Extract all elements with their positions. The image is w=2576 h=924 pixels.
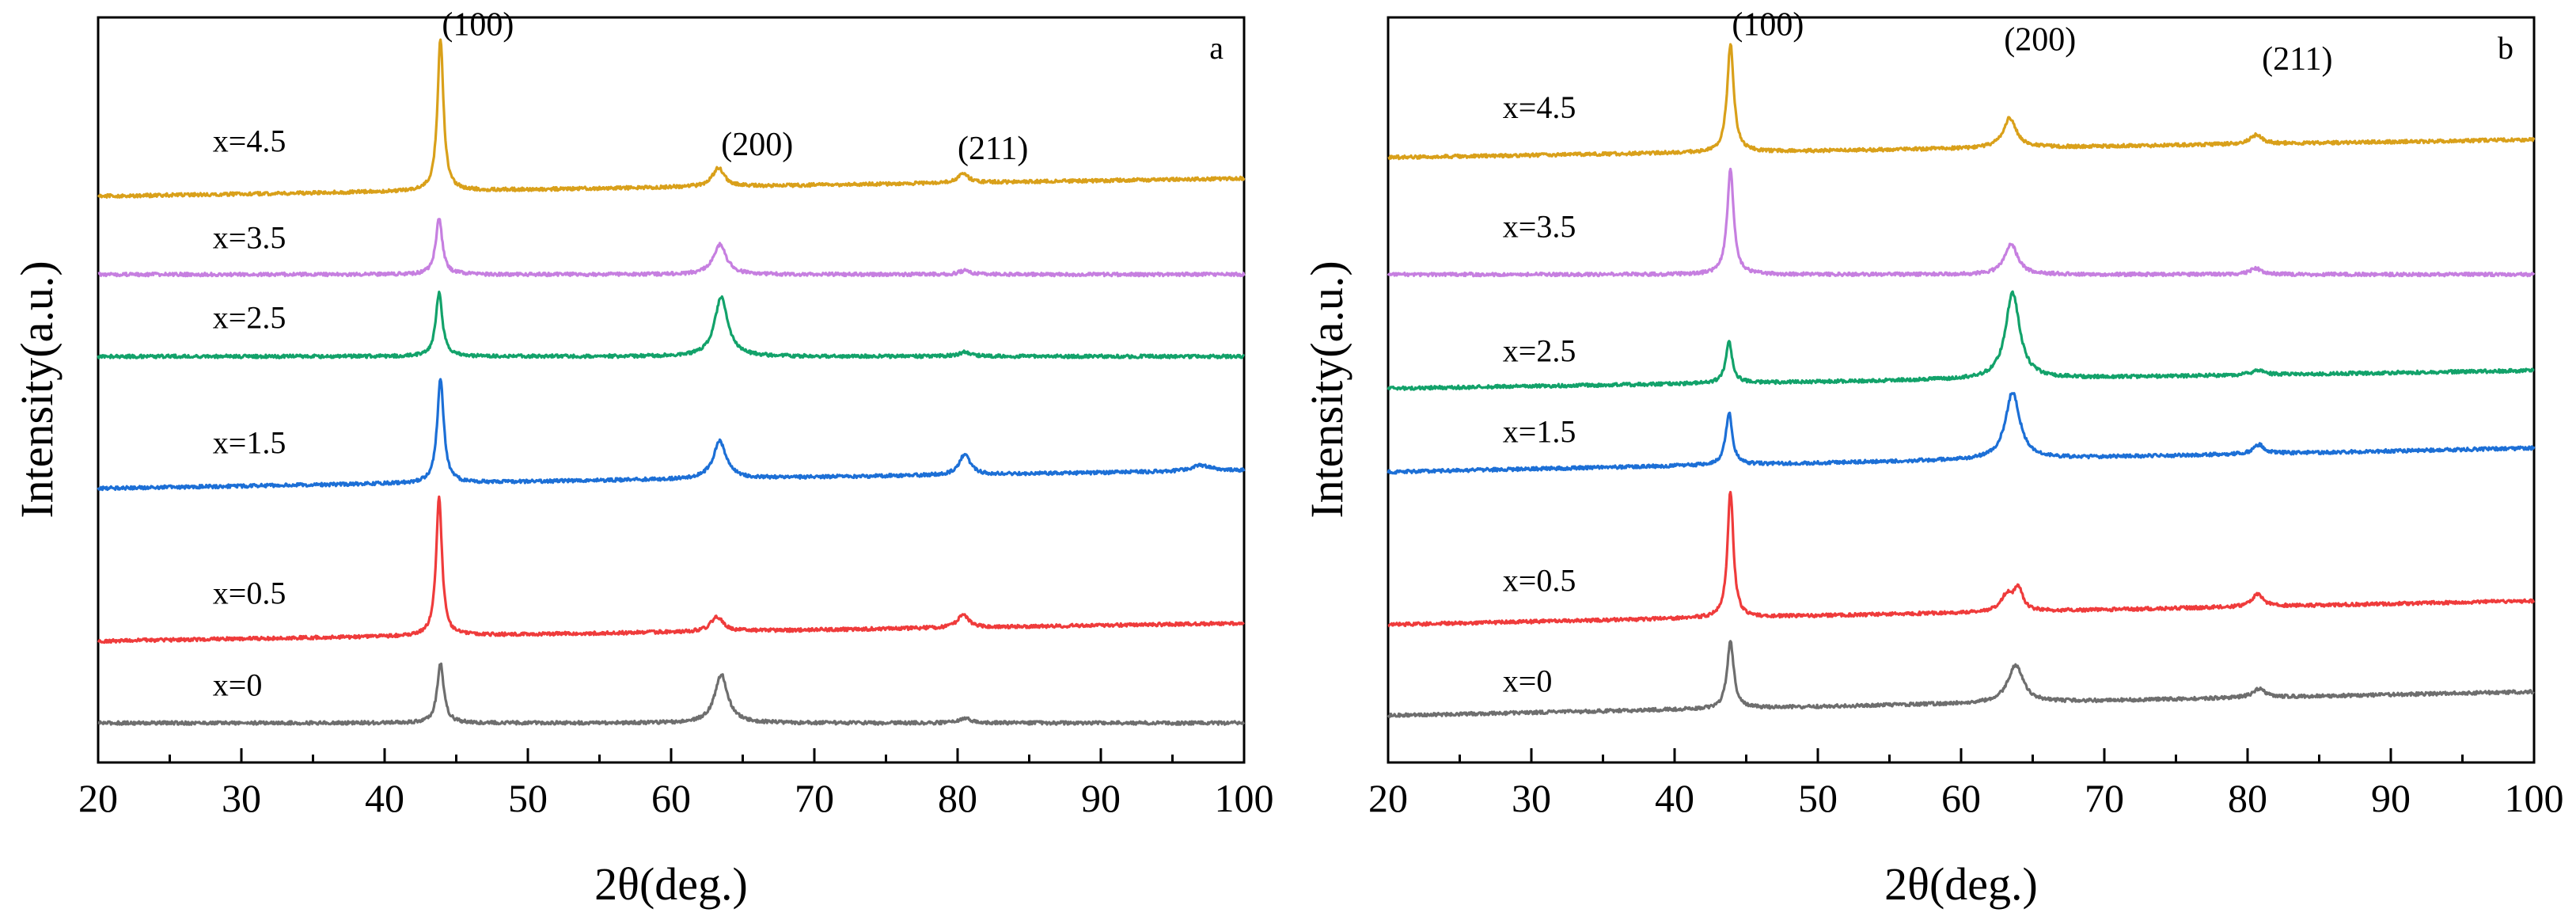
panel-b-x-tick-label-1: 20 <box>1368 776 1408 820</box>
panel-a-peak-label-1: (100) <box>442 7 514 44</box>
panel-a-peak-label-3: (211) <box>958 131 1028 167</box>
panel-a-series-line-5 <box>97 218 1246 278</box>
panel-a-x-ticks: 20 30 40 50 60 70 80 90 100 <box>78 748 1274 820</box>
panel-b-peak-label-1: (100) <box>1732 7 1804 44</box>
panel-b-peak-label-2: (200) <box>2004 21 2076 58</box>
panel-a-x-tick-label-6: 70 <box>795 776 834 820</box>
panel-b-series-label-3: x=1.5 <box>1503 413 1576 449</box>
panel-b-curve-labels: x=0 x=0.5 x=1.5 x=2.5 x=3.5 x=4.5 <box>1503 89 1576 699</box>
panel-a-series-line-6 <box>97 38 1246 199</box>
panel-a-series-label-6: x=4.5 <box>213 123 286 158</box>
panel-b-series-label-1: x=0 <box>1503 664 1553 699</box>
panel-b-series-line-2 <box>1387 490 2536 628</box>
panel-b-series-line-5 <box>1387 167 2536 278</box>
panel-a-series-label-5: x=3.5 <box>213 220 286 256</box>
panel-a-chart: x=0x=0.5x=1.5x=2.5x=3.5x=4.5 (100)(200)(… <box>11 7 1274 910</box>
panel-a-x-tick-label-9: 100 <box>1215 776 1274 820</box>
panel-a-x-tick-label-4: 50 <box>508 776 548 820</box>
panel-a-series <box>97 38 1246 726</box>
panel-b-x-tick-label-7: 80 <box>2228 776 2267 820</box>
panel-b-peak-labels: (100) (200) (211) <box>1732 7 2332 78</box>
panel-a-x-tick-label-5: 60 <box>651 776 691 820</box>
panel-a-letter: a <box>1209 30 1224 66</box>
panel-b-x-axis-title: 2θ(deg.) <box>1884 858 2038 910</box>
panel-b-x-tick-label-3: 40 <box>1655 776 1694 820</box>
panel-b-series-label-4: x=2.5 <box>1503 333 1576 369</box>
panel-a-series-label-1: x=0 <box>213 667 263 702</box>
panel-a-peak-labels: (100) (200) (211) <box>442 7 1028 167</box>
panel-b-x-tick-label-4: 50 <box>1798 776 1838 820</box>
panel-b-x-tick-label-6: 70 <box>2085 776 2124 820</box>
panel-b-x-tick-label-5: 60 <box>1941 776 1981 820</box>
panel-b-letter: b <box>2498 30 2513 66</box>
panel-b-series-label-2: x=0.5 <box>1503 563 1576 599</box>
panel-a-x-tick-label-7: 80 <box>938 776 977 820</box>
panel-a-x-tick-label-2: 30 <box>222 776 261 820</box>
panel-b-x-tick-label-9: 100 <box>2505 776 2564 820</box>
panel-a-x-tick-label-8: 90 <box>1081 776 1121 820</box>
panel-b-series-line-3 <box>1387 392 2536 475</box>
panel-a-series-line-3 <box>97 378 1246 492</box>
panel-a-x-tick-label-3: 40 <box>365 776 404 820</box>
panel-a-series-label-4: x=2.5 <box>213 299 286 335</box>
panel-a-series-label-2: x=0.5 <box>213 576 286 611</box>
panel-a-y-axis-title: Intensity(a.u.) <box>11 260 63 518</box>
panel-b-series-line-1 <box>1387 640 2535 719</box>
panel-b-frame <box>1387 16 2536 764</box>
panel-b-x-tick-label-8: 90 <box>2371 776 2411 820</box>
panel-a-series-label-3: x=1.5 <box>213 425 286 461</box>
panel-a-curve-labels: x=0 x=0.5 x=1.5 x=2.5 x=3.5 x=4.5 <box>213 123 286 702</box>
panel-a-peak-label-2: (200) <box>721 127 793 163</box>
panel-b-y-axis-title: Intensity(a.u.) <box>1301 260 1352 518</box>
panel-a-x-tick-label-1: 20 <box>78 776 118 820</box>
panel-a-x-axis-title: 2θ(deg.) <box>594 858 748 910</box>
panel-b-peak-label-3: (211) <box>2262 41 2332 78</box>
panel-a-series-line-1 <box>97 662 1246 726</box>
panel-b-chart: x=0x=0.5x=1.5x=2.5x=3.5x=4.5 (100) (200)(… <box>1301 7 2564 910</box>
panel-a-series-line-4 <box>97 291 1246 359</box>
panel-b-x-tick-label-2: 30 <box>1512 776 1551 820</box>
panel-b-series-label-6: x=4.5 <box>1503 89 1576 125</box>
panel-b-series-line-6 <box>1387 43 2536 161</box>
panel-a-series-line-2 <box>97 495 1245 645</box>
panel-b-series-label-5: x=3.5 <box>1503 209 1576 245</box>
panel-b-x-ticks: 20 30 40 50 60 70 80 90 100 <box>1368 748 2564 820</box>
panel-b-series <box>1387 43 2536 719</box>
panel-b-series-line-4 <box>1387 290 2535 391</box>
